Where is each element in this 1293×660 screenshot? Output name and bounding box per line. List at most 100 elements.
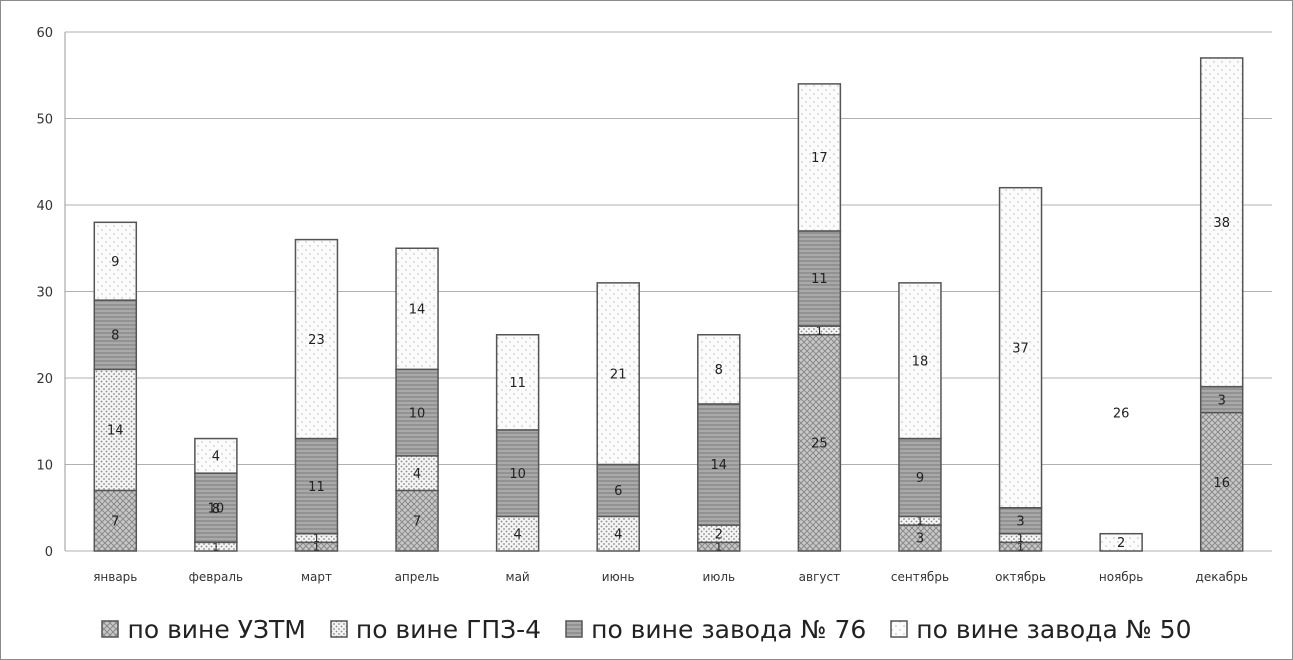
bar-segment — [294, 437, 339, 535]
bar-segment — [495, 515, 540, 552]
data-label: 1 — [715, 541, 722, 554]
legend-label: по вине завода № 76 — [591, 614, 867, 644]
bar-segment — [93, 221, 138, 301]
x-tick-label: июнь — [602, 570, 635, 584]
data-label: 2 — [1117, 536, 1125, 551]
data-label: 7 — [413, 514, 421, 529]
x-tick-label: ноябрь — [1099, 570, 1144, 584]
legend-swatch — [330, 620, 348, 638]
y-tick-label: 10 — [36, 459, 53, 474]
data-label: 23 — [308, 333, 325, 348]
bar-segment — [495, 429, 540, 518]
data-label: 1 — [313, 541, 320, 554]
legend-label: по вине ГПЗ-4 — [355, 614, 542, 644]
y-tick-label: 20 — [36, 372, 53, 387]
data-label: 10 — [208, 501, 225, 516]
data-label: 8 — [111, 328, 119, 343]
y-tick-label: 40 — [36, 199, 53, 214]
data-label: 4 — [614, 527, 622, 542]
data-label: 1 — [212, 541, 219, 554]
data-label: 26 — [1113, 407, 1130, 422]
bar-segment — [1199, 411, 1244, 552]
y-axis: 0 10 20 30 40 50 60 — [36, 26, 53, 560]
legend-label: по вине завода № 50 — [916, 614, 1192, 644]
data-label: 14 — [409, 302, 426, 317]
bar-segment — [93, 489, 138, 552]
data-label: 8 — [212, 502, 220, 517]
data-label: 11 — [308, 480, 325, 495]
x-tick-label: октябрь — [995, 570, 1046, 584]
legend: по вине УЗТМ по вине ГПЗ-4 по вине завода … — [0, 604, 1293, 654]
bar-segment — [596, 282, 640, 466]
data-label: 4 — [413, 467, 421, 482]
data-label: 6 — [614, 484, 622, 499]
bar-segment — [1199, 57, 1244, 388]
bar-segment — [898, 282, 942, 440]
bar-segment — [697, 334, 741, 405]
data-label: 3 — [916, 532, 924, 547]
x-tick-label: февраль — [189, 570, 243, 584]
bar-segment — [194, 472, 238, 544]
data-label: 10 — [509, 467, 526, 482]
legend-swatch — [890, 620, 909, 638]
x-tick-label: июль — [702, 570, 735, 584]
legend-item: по вине ГПЗ-4 — [330, 615, 541, 644]
bar-segment — [395, 247, 439, 371]
legend-swatch — [565, 620, 583, 638]
y-tick-label: 30 — [36, 286, 53, 301]
bar-segment — [93, 368, 138, 492]
bar-segment — [797, 230, 842, 327]
data-label: 14 — [711, 458, 728, 473]
y-tick-label: 50 — [36, 113, 53, 128]
data-label: 1 — [1017, 532, 1024, 545]
data-label: 14 — [107, 424, 124, 439]
x-tick-label: март — [301, 570, 332, 584]
bar-segment — [395, 368, 439, 457]
data-label: 25 — [811, 437, 828, 452]
x-tick-label: декабрь — [1196, 570, 1248, 584]
data-label: 9 — [916, 471, 924, 486]
y-tick-label: 0 — [45, 545, 53, 560]
x-axis: январь февраль март апрель май июнь июль август… — [93, 570, 1248, 584]
data-label: 1 — [1017, 541, 1024, 554]
bar-segment — [194, 437, 238, 474]
bar-segment — [495, 334, 540, 431]
data-label: 2 — [715, 527, 723, 542]
data-label: 37 — [1012, 341, 1029, 356]
data-label: 21 — [610, 367, 627, 382]
legend-item: по вине УЗТМ — [101, 614, 306, 644]
data-label: 1 — [916, 515, 923, 528]
data-label: 3 — [1016, 514, 1024, 529]
bar-segment — [697, 403, 741, 526]
data-label: 4 — [212, 450, 220, 465]
bars: 7148911041111237410144101146211214825111… — [93, 57, 1244, 554]
bar-segment — [596, 463, 640, 518]
data-label: 17 — [811, 151, 828, 166]
data-label: 4 — [513, 527, 521, 542]
bar-segment — [898, 437, 942, 518]
x-tick-label: апрель — [395, 570, 440, 584]
data-label: 8 — [715, 363, 723, 378]
legend-label: по вине УЗТМ — [127, 614, 306, 644]
legend-swatch — [101, 620, 120, 638]
y-tick-label: 60 — [36, 26, 53, 41]
data-label: 1 — [313, 532, 320, 545]
legend-item: по вине завода № 50 — [890, 614, 1192, 644]
data-label: 9 — [111, 255, 119, 270]
bar-segment — [395, 455, 439, 492]
data-label: 16 — [1213, 476, 1230, 491]
bar-segment — [797, 334, 842, 552]
grid-lines — [64, 31, 1272, 552]
data-label: 1 — [816, 324, 823, 337]
bar-segment — [797, 83, 842, 232]
bar-segment — [1099, 532, 1143, 552]
x-tick-label: август — [799, 570, 840, 584]
data-label: 11 — [509, 376, 526, 391]
data-label: 11 — [811, 272, 828, 287]
legend-item: по вине завода № 76 — [565, 615, 866, 644]
data-label: 3 — [1218, 393, 1226, 408]
bar-segment — [898, 524, 942, 552]
x-tick-label: январь — [93, 570, 137, 584]
data-label: 7 — [111, 514, 119, 529]
